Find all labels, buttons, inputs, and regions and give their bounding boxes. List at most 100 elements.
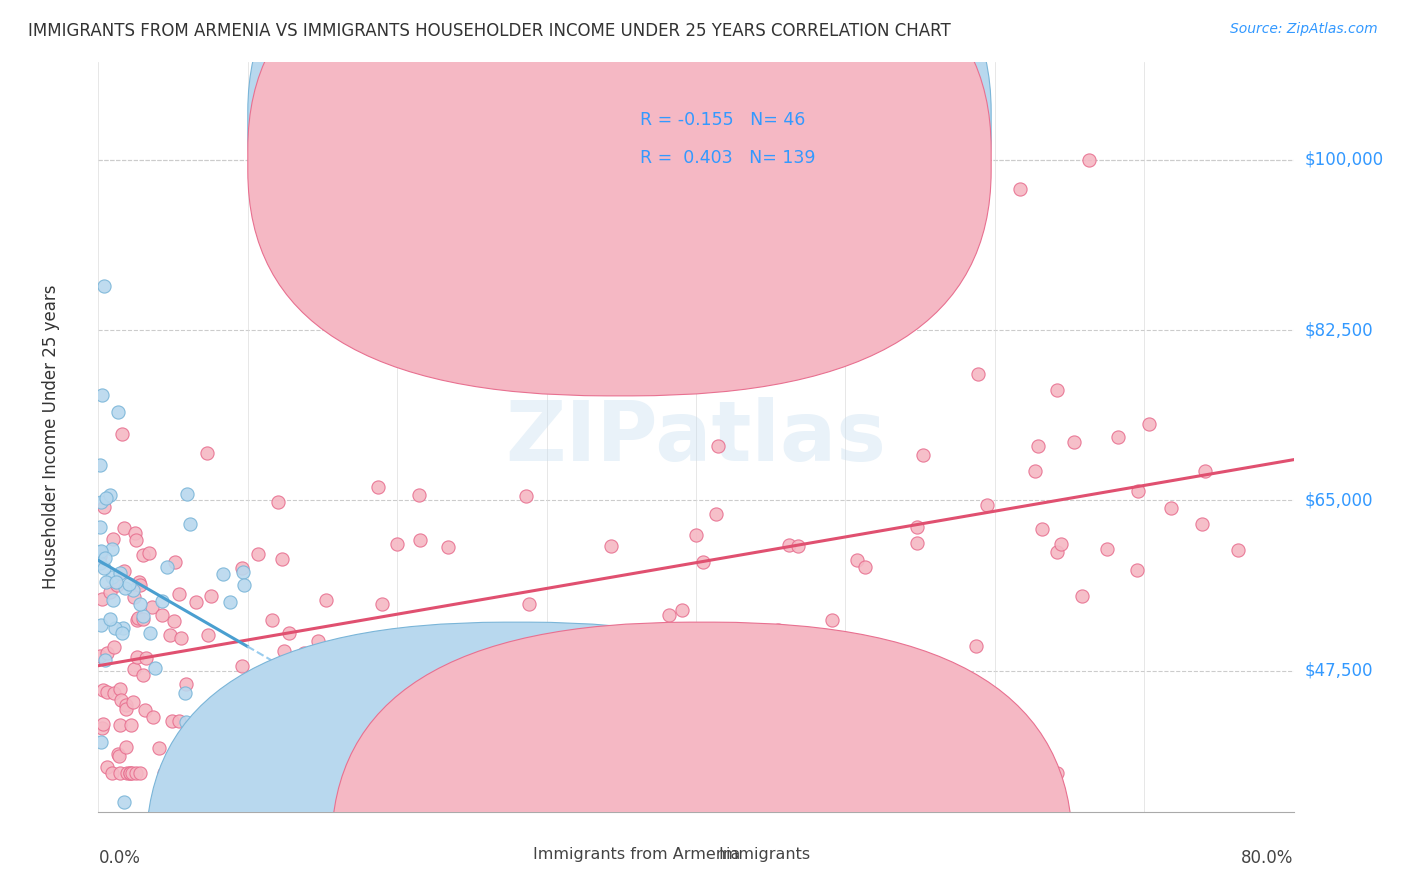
Point [101,593,124,607]
Point [142,709,165,723]
Point [464,628,486,642]
Point [167,587,190,601]
Point [408,488,430,502]
Point [159,628,181,642]
Text: R =  0.403   N= 139: R = 0.403 N= 139 [640,149,815,167]
Point [94,653,117,667]
Point [387,536,409,550]
Point [148,740,170,755]
Point [846,553,869,567]
Point [162,714,184,728]
Text: Householder Income Under 25 years: Householder Income Under 25 years [42,285,59,590]
Point [1050,537,1073,551]
Point [1126,563,1149,577]
Point [247,548,270,562]
Point [90,618,112,632]
Point [174,686,197,700]
Point [515,489,537,503]
Point [720,624,742,639]
Point [307,634,329,648]
FancyBboxPatch shape [247,0,991,396]
Point [905,520,928,534]
Point [905,536,928,550]
Point [131,548,153,562]
FancyBboxPatch shape [332,622,1073,892]
Point [1010,182,1032,196]
Point [125,533,148,547]
Point [671,603,693,617]
Point [853,559,876,574]
Point [278,626,301,640]
Point [89,520,111,534]
Point [1063,434,1085,449]
Point [692,555,714,569]
Point [405,678,427,692]
Point [110,765,132,780]
Point [170,631,193,645]
Point [91,722,114,736]
Text: $82,500: $82,500 [1305,321,1374,339]
Point [243,759,266,773]
Point [98,488,121,502]
Point [103,640,125,654]
Point [232,578,254,592]
Point [93,279,115,293]
Point [110,692,132,706]
Point [91,683,114,698]
FancyBboxPatch shape [146,622,887,892]
Point [114,565,136,579]
Point [437,541,460,555]
Point [93,551,115,566]
Point [90,495,112,509]
Point [111,626,134,640]
Point [107,748,129,763]
Point [174,714,197,729]
Text: Source: ZipAtlas.com: Source: ZipAtlas.com [1230,22,1378,37]
Point [517,598,540,612]
Point [176,728,198,742]
Text: $47,500: $47,500 [1305,662,1374,680]
Point [112,795,135,809]
Point [367,480,389,494]
Point [124,662,146,676]
Point [101,765,124,780]
Point [96,685,118,699]
Point [685,528,707,542]
Point [121,583,143,598]
Point [135,651,157,665]
Point [707,439,730,453]
Point [1194,464,1216,478]
Point [786,539,808,553]
Point [163,614,186,628]
Point [704,507,727,521]
Point [150,594,173,608]
Point [409,638,432,652]
Point [197,627,219,641]
Point [115,698,138,713]
Point [174,677,197,691]
Point [231,561,253,575]
Text: Immigrants from Armenia: Immigrants from Armenia [533,847,741,862]
Point [141,599,163,614]
Point [165,555,187,569]
Point [912,448,935,462]
Point [1031,522,1053,536]
Point [114,740,136,755]
Point [156,560,179,574]
Point [108,566,131,580]
Point [176,486,198,500]
Point [1024,464,1046,478]
Point [408,533,430,547]
Point [107,747,129,761]
Point [1095,542,1118,557]
Point [89,545,111,559]
Point [93,500,115,515]
Point [152,608,174,623]
Point [101,532,124,546]
Point [115,702,138,716]
Point [127,649,149,664]
Point [1078,153,1101,167]
Point [143,661,166,675]
Point [111,621,134,635]
Point [1191,516,1213,531]
